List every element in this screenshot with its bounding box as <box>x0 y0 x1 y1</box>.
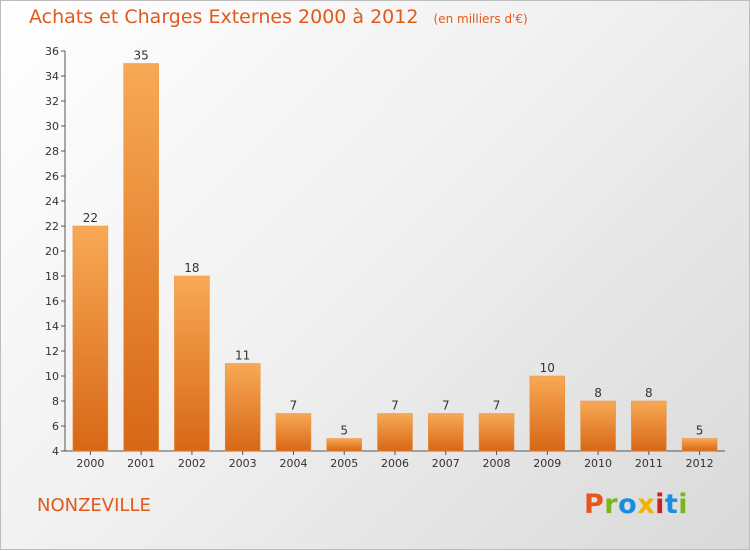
bar-value-label: 10 <box>540 361 555 375</box>
logo-letter: o <box>618 489 638 520</box>
bar <box>681 438 718 452</box>
y-tick-label: 18 <box>45 270 59 283</box>
x-tick-label: 2006 <box>381 457 409 470</box>
logo-letter: i <box>655 489 665 520</box>
y-tick-label: 30 <box>45 120 59 133</box>
bar <box>224 363 261 452</box>
bar <box>428 413 464 452</box>
bar-value-label: 7 <box>493 399 501 413</box>
bar <box>174 275 210 452</box>
chart-title-block: Achats et Charges Externes 2000 à 2012 (… <box>29 6 528 28</box>
bar <box>123 63 159 452</box>
y-tick-label: 20 <box>45 245 59 258</box>
y-tick-label: 6 <box>52 420 59 433</box>
x-tick-label: 2009 <box>533 457 561 470</box>
bar-value-label: 11 <box>235 349 250 363</box>
bar-value-label: 35 <box>134 49 149 63</box>
y-tick-label: 36 <box>45 45 59 58</box>
x-tick-label: 2004 <box>279 457 307 470</box>
x-tick-label: 2007 <box>432 457 460 470</box>
bar <box>275 413 312 452</box>
x-tick-label: 2005 <box>330 457 358 470</box>
y-tick-label: 8 <box>52 395 59 408</box>
bar <box>377 413 413 452</box>
logo-letter: i <box>678 489 689 520</box>
logo-letter: x <box>637 489 656 520</box>
logo-letter: P <box>584 489 605 520</box>
proxiti-logo[interactable]: Proxiti <box>584 489 688 520</box>
bar <box>529 375 566 452</box>
y-tick-label: 24 <box>45 195 59 208</box>
bar <box>631 400 667 452</box>
x-tick-label: 2012 <box>686 457 714 470</box>
x-tick-label: 2001 <box>127 457 155 470</box>
x-tick-label: 2000 <box>76 457 104 470</box>
bar-value-label: 22 <box>83 211 98 225</box>
bar-value-label: 7 <box>290 399 298 413</box>
y-tick-label: 22 <box>45 220 59 233</box>
bar <box>580 400 616 452</box>
bar-value-label: 5 <box>696 424 704 438</box>
y-tick-label: 10 <box>45 370 59 383</box>
commune-name: NONZEVILLE <box>37 495 151 516</box>
y-tick-label: 26 <box>45 170 59 183</box>
x-tick-label: 2002 <box>178 457 206 470</box>
x-tick-label: 2011 <box>635 457 663 470</box>
y-tick-label: 16 <box>45 295 59 308</box>
bar-value-label: 8 <box>645 386 653 400</box>
bar-value-label: 18 <box>184 261 199 275</box>
logo-letter: r <box>604 489 619 520</box>
logo-letter: t <box>664 489 679 520</box>
bar-value-label: 8 <box>594 386 602 400</box>
bar-value-label: 7 <box>442 399 450 413</box>
y-tick-label: 12 <box>45 345 59 358</box>
chart-subtitle: (en milliers d'€) <box>433 12 528 26</box>
x-tick-label: 2003 <box>229 457 257 470</box>
bar-value-label: 7 <box>391 399 399 413</box>
bar <box>72 225 109 452</box>
y-tick-label: 34 <box>45 70 59 83</box>
y-tick-label: 4 <box>52 445 59 458</box>
bar <box>478 413 515 452</box>
y-tick-label: 28 <box>45 145 59 158</box>
x-tick-label: 2010 <box>584 457 612 470</box>
bar <box>326 438 362 452</box>
y-tick-label: 14 <box>45 320 59 333</box>
x-tick-label: 2008 <box>483 457 511 470</box>
y-tick-label: 32 <box>45 95 59 108</box>
bar-value-label: 5 <box>340 424 348 438</box>
chart-title: Achats et Charges Externes 2000 à 2012 <box>29 6 419 28</box>
